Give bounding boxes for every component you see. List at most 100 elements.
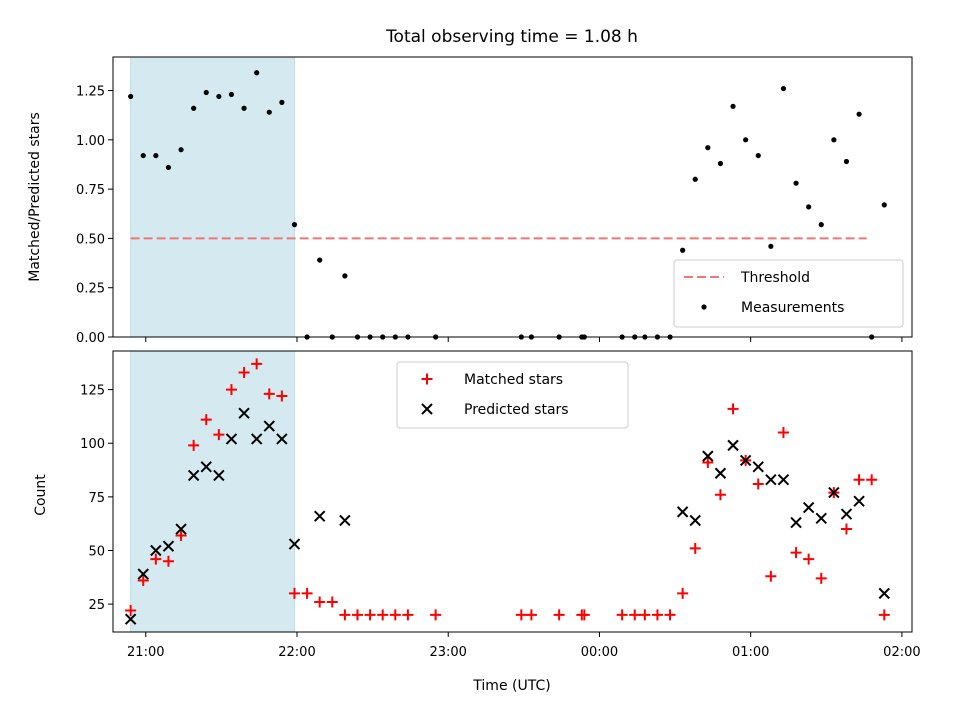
count-predicted-stars-point bbox=[714, 467, 727, 479]
count-y-tick-label: 25 bbox=[88, 598, 105, 613]
count-matched-stars-point bbox=[714, 489, 726, 501]
count-matched-stars-point bbox=[276, 390, 288, 402]
count-matched-stars-point bbox=[377, 609, 389, 621]
count-predicted-stars-point bbox=[815, 512, 827, 525]
ratio-measurements-point bbox=[806, 204, 812, 210]
count-y-tick-label: 75 bbox=[88, 491, 105, 506]
count-matched-stars-point bbox=[639, 609, 651, 621]
count-matched-stars-point bbox=[175, 529, 187, 541]
count-matched-stars-point bbox=[251, 358, 263, 370]
ratio-measurements-point bbox=[717, 160, 724, 167]
ratio-legend bbox=[673, 259, 904, 328]
count-matched-stars-point bbox=[430, 609, 442, 621]
count-predicted-stars-point bbox=[150, 544, 162, 557]
count-matched-stars-point bbox=[137, 575, 149, 587]
count-matched-stars-point bbox=[402, 609, 414, 621]
count-predicted-stars-point bbox=[853, 495, 865, 507]
ratio-measurements-point bbox=[178, 147, 184, 153]
count-predicted-stars-point bbox=[263, 420, 275, 432]
count-matched-stars-point bbox=[553, 609, 565, 621]
count-matched-stars-point bbox=[351, 609, 363, 621]
ratio-measurements-point bbox=[705, 145, 711, 151]
count-shaded-interval bbox=[130, 350, 295, 633]
count-predicted-stars-point bbox=[225, 433, 238, 445]
count-predicted-stars-point bbox=[702, 450, 714, 462]
count-predicted-stars-point bbox=[200, 461, 212, 473]
ratio-measurements-point bbox=[818, 222, 824, 228]
count-matched-stars-point bbox=[326, 596, 338, 608]
count-matched-stars-point bbox=[200, 414, 212, 426]
ratio-y-tick-label: 0.00 bbox=[76, 331, 105, 346]
count-matched-stars-point bbox=[677, 587, 689, 599]
count-matched-stars-point bbox=[616, 609, 628, 621]
ratio-measurements-point bbox=[793, 180, 799, 186]
ratio-y-tick-label: 1.25 bbox=[76, 85, 105, 100]
count-matched-stars-point bbox=[288, 587, 300, 599]
count-predicted-stars-point bbox=[777, 473, 790, 486]
ratio-y-tick-label: 0.75 bbox=[76, 183, 105, 198]
time-x-tick-label: 23:00 bbox=[429, 645, 466, 660]
ratio-panel: Total observing time = 1.08 h Matched/Pr… bbox=[27, 27, 913, 346]
ratio-measurements-point bbox=[216, 93, 222, 100]
ratio-y-axis-label: Matched/Predicted stars bbox=[27, 112, 43, 282]
count-predicted-stars-point bbox=[739, 454, 752, 467]
count-plot-area: 25 50 75 100 125 21:00 22:00 23:00 00:00 01:00 02:… bbox=[80, 350, 921, 660]
count-predicted-stars-point bbox=[727, 439, 739, 452]
count-matched-stars-point bbox=[238, 366, 250, 378]
count-predicted-stars-point bbox=[339, 514, 351, 527]
ratio-y-tick-label: 1.00 bbox=[76, 134, 105, 149]
ratio-measurements-point bbox=[266, 109, 272, 115]
ratio-measurements-point bbox=[140, 152, 146, 159]
count-matched-stars-point bbox=[664, 609, 676, 621]
count-matched-stars-point bbox=[689, 542, 701, 554]
ratio-shaded-interval bbox=[130, 56, 295, 338]
legend-matched-stars-label: Matched stars bbox=[464, 372, 563, 388]
count-matched-stars-point bbox=[525, 609, 537, 621]
time-x-axis-label: Time (UTC) bbox=[472, 678, 550, 694]
count-predicted-stars-point bbox=[124, 613, 137, 625]
count-matched-stars-point bbox=[853, 474, 865, 486]
legend-predicted-stars-swatch bbox=[421, 403, 433, 415]
time-x-tick-label: 21:00 bbox=[127, 645, 164, 660]
count-y-axis-label: Count bbox=[33, 474, 49, 516]
count-matched-stars-point bbox=[878, 609, 890, 621]
ratio-measurements-point bbox=[768, 243, 774, 249]
ratio-measurements-point bbox=[128, 93, 134, 100]
legend-threshold-label: Threshold bbox=[740, 270, 810, 286]
count-matched-stars-point bbox=[777, 427, 789, 439]
count-y-tick-label: 50 bbox=[88, 544, 105, 559]
legend-measurements-swatch bbox=[701, 304, 707, 310]
ratio-measurements-point bbox=[317, 257, 323, 263]
ratio-y-tick-label: 0.50 bbox=[76, 232, 105, 247]
count-matched-stars-point bbox=[301, 587, 313, 599]
count-matched-stars-point bbox=[150, 553, 162, 565]
ratio-measurements-point bbox=[203, 89, 209, 96]
count-predicted-stars-point bbox=[802, 501, 815, 514]
ratio-measurements-point bbox=[755, 152, 761, 159]
ratio-measurements-point bbox=[743, 137, 749, 143]
count-y-tick-label: 100 bbox=[80, 437, 105, 452]
count-matched-stars-point bbox=[840, 523, 852, 535]
ratio-measurements-point bbox=[228, 91, 235, 98]
count-matched-stars-point bbox=[765, 570, 777, 582]
count-predicted-stars-point bbox=[689, 514, 701, 527]
count-matched-stars-point bbox=[162, 555, 174, 567]
count-predicted-stars-point bbox=[752, 461, 764, 473]
count-predicted-stars-point bbox=[790, 516, 802, 529]
count-predicted-stars-point bbox=[878, 587, 890, 600]
count-predicted-stars-point bbox=[313, 510, 326, 522]
count-matched-stars-point bbox=[702, 457, 714, 469]
count-predicted-stars-point bbox=[238, 407, 250, 419]
ratio-measurements-point bbox=[191, 105, 197, 111]
ratio-measurements-point bbox=[730, 103, 736, 109]
ratio-y-tick-label: 0.25 bbox=[76, 282, 105, 297]
ratio-measurements-point bbox=[856, 111, 862, 117]
count-y-tick-label: 125 bbox=[80, 384, 105, 399]
ratio-measurements-point bbox=[831, 137, 837, 143]
count-predicted-stars-point bbox=[250, 433, 263, 445]
count-predicted-stars-point bbox=[276, 433, 288, 445]
legend-predicted-stars-label: Predicted stars bbox=[464, 402, 569, 418]
chart-title: Total observing time = 1.08 h bbox=[385, 27, 638, 47]
count-predicted-stars-point bbox=[162, 540, 175, 552]
ratio-measurements-point bbox=[291, 222, 298, 228]
